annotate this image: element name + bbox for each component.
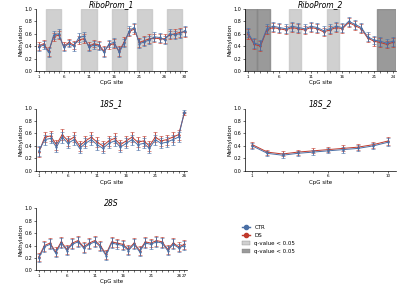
Bar bbox=[46, 9, 61, 71]
Y-axis label: Methylation: Methylation bbox=[18, 223, 23, 255]
Title: RiboProm_1: RiboProm_1 bbox=[89, 0, 134, 9]
X-axis label: CpG site: CpG site bbox=[100, 279, 123, 284]
Y-axis label: Methylation: Methylation bbox=[18, 123, 23, 156]
X-axis label: CpG site: CpG site bbox=[100, 80, 123, 85]
X-axis label: CpG site: CpG site bbox=[100, 180, 123, 185]
Title: RiboProm_2: RiboProm_2 bbox=[298, 0, 343, 9]
X-axis label: CpG site: CpG site bbox=[309, 180, 332, 185]
Bar bbox=[137, 9, 152, 71]
Title: 18S_1: 18S_1 bbox=[100, 99, 123, 108]
Bar bbox=[245, 9, 257, 71]
Legend: CTR, DS, q-value < 0.05, q-value < 0.05: CTR, DS, q-value < 0.05, q-value < 0.05 bbox=[240, 223, 297, 255]
Bar bbox=[167, 9, 182, 71]
Title: 28S: 28S bbox=[104, 199, 119, 208]
Y-axis label: Methylation: Methylation bbox=[227, 123, 232, 156]
Bar bbox=[112, 9, 127, 71]
Bar bbox=[81, 9, 96, 71]
Bar bbox=[327, 9, 339, 71]
Title: 18S_2: 18S_2 bbox=[309, 99, 332, 108]
Y-axis label: Methylation: Methylation bbox=[18, 24, 23, 56]
X-axis label: CpG site: CpG site bbox=[309, 80, 332, 85]
Bar bbox=[377, 9, 396, 71]
Bar bbox=[257, 9, 270, 71]
Y-axis label: Methylation: Methylation bbox=[227, 24, 232, 56]
Bar bbox=[289, 9, 302, 71]
